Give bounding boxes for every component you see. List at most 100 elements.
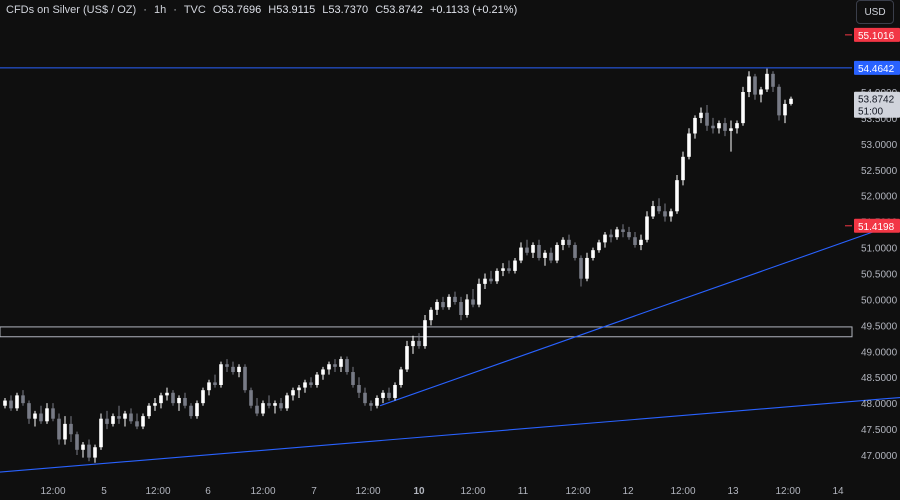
horizontal-levels[interactable] [0,34,852,227]
candle [447,294,451,310]
candle [189,403,193,419]
candle-body [213,382,217,385]
candle-body [285,395,289,409]
y-tick-label: 52.0000 [861,192,898,203]
candle-body [201,390,205,404]
symbol-name[interactable]: CFDs on Silver (US$ / OZ) [6,4,137,16]
candle [153,397,157,411]
candle [147,403,151,419]
time-axis[interactable]: 12:00 5 12:00 6 12:00 7 12:00 10 12:00 11 12:00 12 1… [40,486,844,497]
candle [57,413,61,445]
candle-body [99,418,103,448]
candle [81,442,85,458]
candle-body [237,366,241,373]
candle-body [267,403,271,406]
last-price-label-countdown: 51:00 [858,107,883,118]
candle-body [537,244,541,258]
candle-body [447,296,451,308]
candle [273,400,277,414]
x-tick-label: 12:00 [40,486,65,497]
candle [3,397,7,409]
candle-body [87,444,91,458]
candle-body [543,252,547,258]
candle-body [165,392,169,396]
price-axis[interactable]: 54.000053.500053.000052.500052.000051.50… [861,88,898,462]
x-tick-label: 12:00 [670,486,695,497]
candle [609,229,613,243]
candle-body [39,413,43,422]
candle-body [381,392,385,398]
candle [693,115,697,139]
trendlines[interactable] [0,136,900,473]
candle-body [369,403,373,406]
change-value: +0.1133 (+0.21%) [429,4,518,16]
candle-body [675,180,679,212]
candle-body [123,413,127,419]
candle-body [669,211,673,217]
y-tick-label: 50.5000 [861,270,898,281]
candle [141,413,145,430]
x-tick-label: 7 [311,486,317,497]
candle-body [261,403,265,414]
candle [423,314,427,349]
candle-body [549,252,553,261]
high-value: 53.9115 [276,4,316,16]
candle-body [489,278,493,282]
candle-body [405,346,409,370]
candle [177,395,181,411]
candle-body [129,413,133,422]
candle [633,232,637,248]
candle-body [135,421,139,427]
interval[interactable]: 1h [153,4,167,16]
candle [681,151,685,186]
candle [195,400,199,419]
x-tick-label: 5 [101,486,107,497]
candle [627,226,631,240]
x-tick-label: 13 [727,486,739,497]
level-label-0-text: 54.4642 [858,64,895,75]
candle [339,356,343,373]
low-label: L [322,4,329,16]
y-tick-label: 47.5000 [861,425,898,436]
trendline-0 [0,396,900,473]
candle-body [141,416,145,427]
candle-body [3,400,7,406]
candle [489,270,493,284]
candle-body [603,234,607,243]
candle-body [747,76,751,92]
chart-header: CFDs on Silver (US$ / OZ) · 1h · TVC O53… [6,4,518,16]
candle-body [717,123,721,129]
candle [543,250,547,266]
candle [27,400,31,424]
candle [207,379,211,396]
y-tick-label: 48.0000 [861,399,898,410]
level-label-2-bg [854,218,900,233]
candle-body [771,73,775,87]
candle [669,208,673,222]
last-price-label-text: 53.8742 [858,95,895,106]
candle [747,71,751,98]
candle [783,99,787,124]
currency-button[interactable]: USD [856,0,894,24]
candle [735,120,739,134]
candle-body [759,89,763,95]
candle [387,387,391,401]
candle-body [321,369,325,375]
candle-body [615,229,619,238]
x-tick-label: 11 [518,486,529,497]
x-tick-label: 12:00 [145,486,170,497]
candle-body [303,382,307,388]
candle-body [117,416,121,419]
candle-body [459,302,463,315]
candle [789,96,793,106]
candle-body [621,229,625,233]
candle [297,384,301,398]
candle-body [207,382,211,391]
candle [171,390,175,406]
candle-body [645,216,649,240]
candle [393,382,397,401]
candle [183,392,187,409]
candle-body [657,206,661,212]
level-label-2-text: 51.4198 [858,222,895,233]
